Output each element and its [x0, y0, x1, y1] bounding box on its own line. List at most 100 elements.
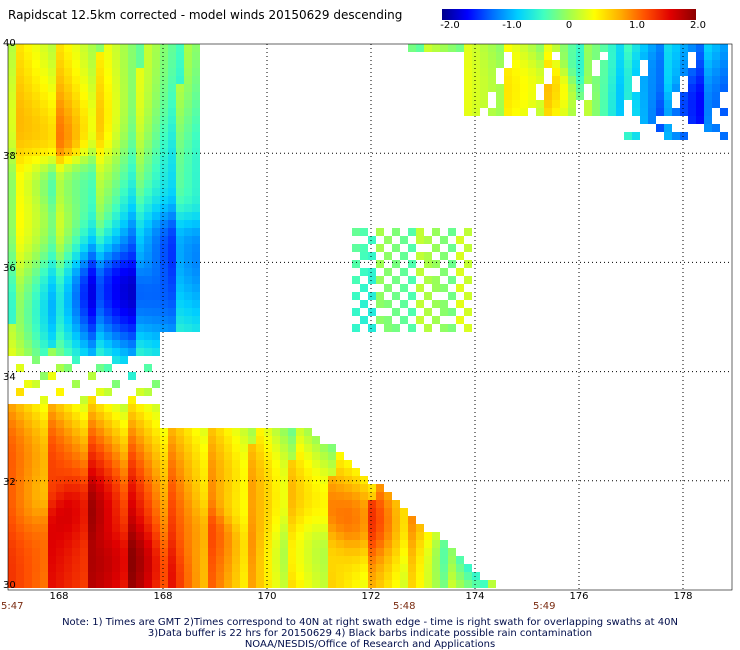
wind-cell: [272, 500, 280, 508]
wind-cell: [128, 228, 136, 236]
wind-cell: [40, 540, 48, 548]
wind-cell: [48, 556, 56, 564]
wind-cell: [32, 92, 40, 100]
wind-cell: [104, 172, 112, 180]
wind-cell: [32, 204, 40, 212]
wind-cell: [64, 492, 72, 500]
wind-cell: [232, 572, 240, 580]
wind-cell: [568, 44, 576, 52]
wind-cell: [192, 492, 200, 500]
wind-cell: [40, 452, 48, 460]
wind-cell: [120, 140, 128, 148]
wind-cell: [248, 468, 256, 476]
wind-cell: [112, 188, 120, 196]
wind-cell: [96, 364, 104, 372]
wind-cell: [176, 324, 184, 332]
wind-cell: [160, 204, 168, 212]
wind-cell: [176, 564, 184, 572]
wind-cell: [680, 92, 688, 100]
wind-cell: [48, 92, 56, 100]
wind-cell: [56, 260, 64, 268]
wind-cell: [480, 100, 488, 108]
wind-cell: [392, 572, 400, 580]
wind-cell: [320, 532, 328, 540]
wind-cell: [32, 76, 40, 84]
wind-cell: [552, 68, 560, 76]
wind-cell: [160, 140, 168, 148]
wind-cell: [88, 316, 96, 324]
wind-cell: [64, 268, 72, 276]
wind-cell: [336, 572, 344, 580]
wind-cell: [160, 148, 168, 156]
wind-cell: [96, 220, 104, 228]
wind-cell: [32, 268, 40, 276]
wind-cell: [8, 140, 16, 148]
wind-cell: [48, 508, 56, 516]
wind-cell: [456, 268, 464, 276]
wind-cell: [168, 540, 176, 548]
wind-cell: [48, 516, 56, 524]
wind-cell: [8, 444, 16, 452]
wind-cell: [168, 52, 176, 60]
wind-cell: [184, 196, 192, 204]
wind-cell: [320, 540, 328, 548]
wind-cell: [336, 484, 344, 492]
wind-cell: [160, 252, 168, 260]
wind-cell: [168, 524, 176, 532]
wind-cell: [32, 284, 40, 292]
wind-cell: [80, 412, 88, 420]
wind-cell: [560, 52, 568, 60]
wind-cell: [584, 52, 592, 60]
wind-cell: [128, 436, 136, 444]
wind-cell: [48, 76, 56, 84]
wind-cell: [88, 148, 96, 156]
wind-cell: [256, 564, 264, 572]
wind-cell: [128, 44, 136, 52]
wind-cell: [56, 116, 64, 124]
wind-cell: [104, 156, 112, 164]
wind-cell: [696, 68, 704, 76]
wind-cell: [216, 444, 224, 452]
wind-cell: [152, 308, 160, 316]
wind-cell: [568, 108, 576, 116]
wind-cell: [88, 468, 96, 476]
wind-cell: [128, 500, 136, 508]
wind-cell: [184, 68, 192, 76]
wind-cell: [96, 340, 104, 348]
wind-cell: [608, 44, 616, 52]
wind-cell: [80, 68, 88, 76]
wind-cell: [464, 100, 472, 108]
wind-cell: [688, 100, 696, 108]
wind-cell: [56, 84, 64, 92]
wind-cell: [352, 292, 360, 300]
wind-cell: [712, 84, 720, 92]
wind-cell: [352, 228, 360, 236]
wind-cell: [24, 44, 32, 52]
wind-cell: [320, 468, 328, 476]
wind-cell: [184, 236, 192, 244]
wind-cell: [280, 492, 288, 500]
wind-cell: [648, 68, 656, 76]
wind-cell: [296, 580, 304, 588]
wind-cell: [448, 580, 456, 588]
wind-cell: [152, 348, 160, 356]
wind-cell: [392, 260, 400, 268]
wind-cell: [56, 108, 64, 116]
wind-cell: [200, 484, 208, 492]
wind-cell: [72, 188, 80, 196]
wind-cell: [80, 212, 88, 220]
wind-cell: [80, 108, 88, 116]
wind-cell: [240, 508, 248, 516]
wind-cell: [192, 148, 200, 156]
wind-cell: [168, 196, 176, 204]
wind-cell: [136, 132, 144, 140]
wind-cell: [392, 548, 400, 556]
wind-cell: [56, 412, 64, 420]
wind-cell: [16, 556, 24, 564]
wind-cell: [424, 236, 432, 244]
wind-cell: [176, 548, 184, 556]
wind-cell: [664, 60, 672, 68]
wind-cell: [416, 564, 424, 572]
wind-cell: [272, 524, 280, 532]
wind-cell: [616, 92, 624, 100]
